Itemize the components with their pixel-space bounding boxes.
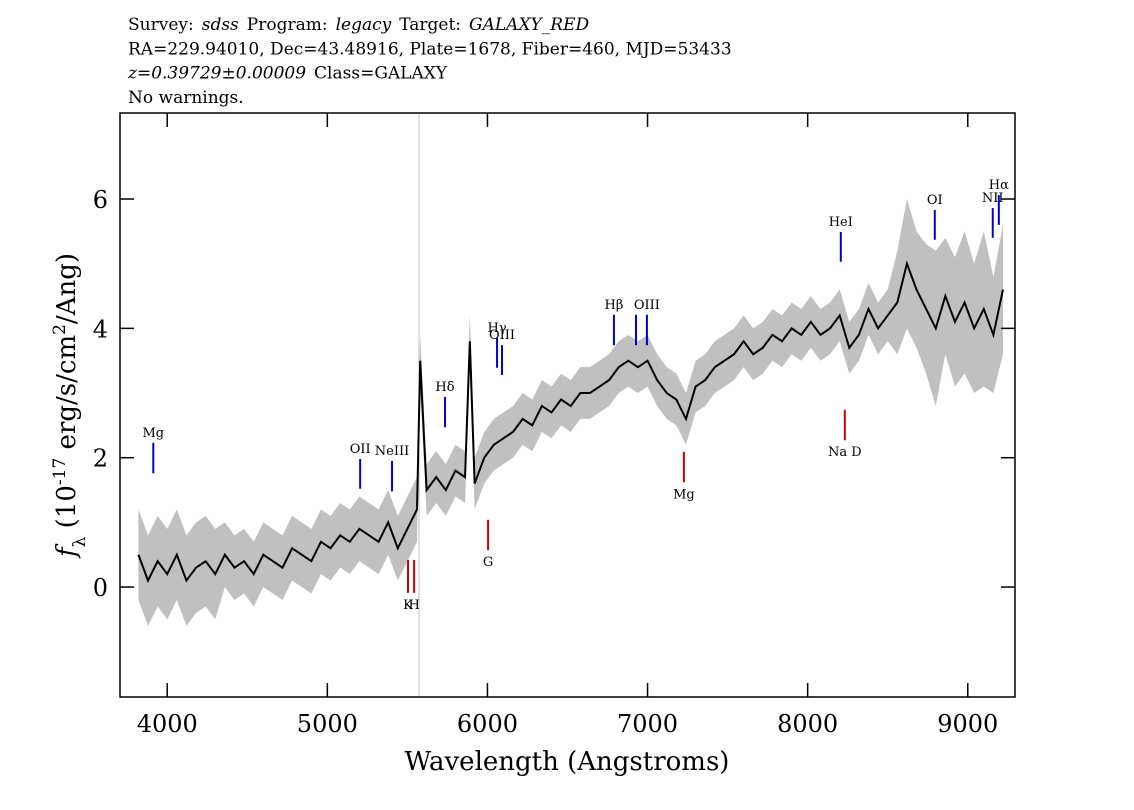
x-tick-label: 9000	[937, 710, 998, 738]
line-label: Mg	[673, 487, 695, 502]
line-label: Mg	[142, 426, 164, 441]
y-label-part: λ	[70, 536, 90, 547]
line-label: G	[483, 555, 493, 570]
plot-frame	[119, 112, 1016, 698]
line-label: NII	[982, 191, 1004, 206]
x-axis-label: Wavelength (Angstroms)	[405, 747, 730, 777]
line-label: OII	[350, 442, 371, 457]
y-axis-label: fλ (10-17 erg/s/cm2/Ang)	[50, 253, 90, 559]
header-text: Survey:	[128, 15, 194, 35]
x-tick-label: 4000	[137, 710, 198, 738]
line-label: Hγ	[487, 321, 506, 336]
y-tick-label: 2	[93, 445, 108, 473]
line-label: K	[403, 598, 413, 613]
line-label: Hα	[989, 178, 1009, 193]
y-tick-label: 6	[93, 186, 108, 214]
header-text: sdss	[202, 15, 239, 35]
header-line: RA=229.94010, Dec=43.48916, Plate=1678, …	[128, 39, 732, 59]
header-text: legacy	[336, 15, 392, 35]
line-label: OIII	[634, 298, 660, 313]
header-text: No warnings.	[128, 88, 244, 108]
header-text: Class=GALAXY	[314, 64, 448, 84]
header-text: RA=229.94010, Dec=43.48916, Plate=1678, …	[128, 39, 732, 59]
line-label: Hδ	[435, 380, 454, 395]
y-tick-label: 4	[93, 315, 108, 343]
error-band	[138, 199, 1003, 626]
y-label-part: erg/s/cm	[52, 335, 82, 458]
line-label: HeI	[829, 215, 853, 230]
line-label: OIII	[489, 328, 515, 343]
header-text: z=0.39729±0.00009	[127, 64, 306, 84]
line-label: Hβ	[605, 298, 624, 313]
y-tick-label: 0	[93, 574, 108, 602]
flux-line	[137, 260, 1004, 584]
line-label: OI	[927, 193, 943, 208]
y-label-part: /Ang)	[52, 253, 82, 324]
x-tick-label: 5000	[297, 710, 358, 738]
line-label: H	[408, 598, 419, 613]
x-tick-label: 8000	[777, 710, 838, 738]
header-text: Program:	[247, 15, 328, 35]
header-line: Survey: sdss Program: legacy Target: GALAXY_R…	[128, 15, 589, 35]
header-text: Target:	[399, 15, 461, 35]
x-tick-label: 7000	[617, 710, 678, 738]
header-text: GALAXY_RED	[469, 15, 589, 35]
plot-area	[137, 113, 1004, 697]
line-label: NeIII	[375, 444, 409, 459]
header-line: z=0.39729±0.00009 Class=GALAXY	[127, 64, 448, 84]
y-label-part: -17	[50, 458, 70, 485]
line-label: Na D	[828, 445, 862, 460]
y-label-part: (10	[52, 485, 82, 537]
header-line: No warnings.	[128, 88, 244, 108]
y-label-part: 2	[50, 324, 70, 335]
x-tick-label: 6000	[457, 710, 518, 738]
